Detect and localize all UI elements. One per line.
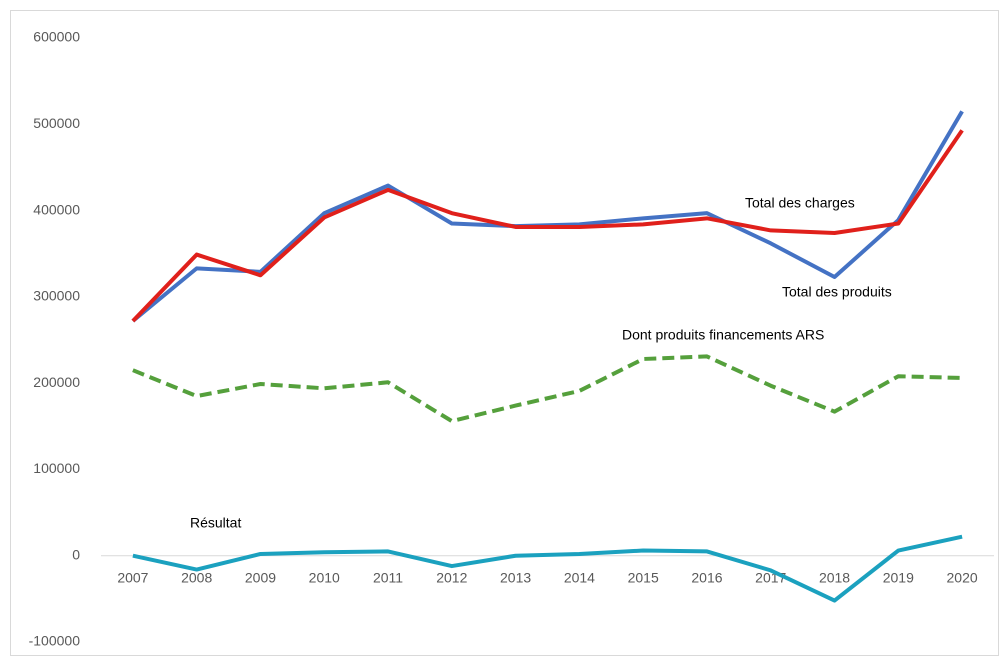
x-tick-label: 2019 [883,569,914,585]
y-tick-label: 200000 [33,374,80,390]
x-tick-label: 2016 [691,569,722,585]
series-label: Dont produits financements ARS [622,327,824,343]
series-label: Résultat [190,515,241,531]
x-tick-label: 2009 [245,569,276,585]
y-tick-label: 600000 [33,29,80,45]
series-line [131,129,964,323]
chart-frame [10,10,999,656]
x-tick-label: 2020 [947,569,978,585]
y-tick-label: 100000 [33,460,80,476]
y-tick-label: 300000 [33,288,80,304]
x-tick-label: 2015 [628,569,659,585]
y-tick-label: 500000 [33,115,80,131]
series-label: Total des charges [745,195,855,211]
series-line [132,534,963,603]
y-tick-label: -100000 [29,633,81,649]
series-line [132,354,963,424]
x-tick-label: 2014 [564,569,595,585]
x-tick-label: 2012 [436,569,467,585]
x-tick-label: 2007 [117,569,148,585]
x-tick-label: 2010 [309,569,340,585]
x-tick-label: 2011 [373,569,403,585]
series-label: Total des produits [782,284,892,300]
x-tick-label: 2018 [819,569,850,585]
y-tick-label: 400000 [33,201,80,217]
x-tick-label: 2008 [181,569,212,585]
y-tick-label: 0 [72,546,80,562]
x-tick-label: 2013 [500,569,531,585]
